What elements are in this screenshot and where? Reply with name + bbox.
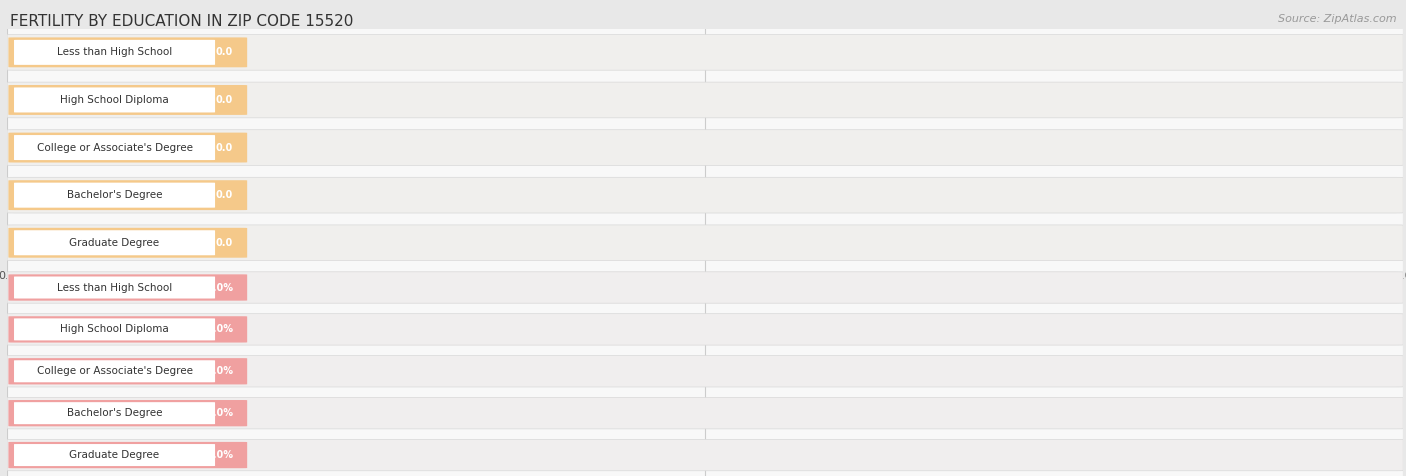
Text: College or Associate's Degree: College or Associate's Degree (37, 142, 193, 153)
Text: 0.0: 0.0 (217, 47, 233, 58)
FancyBboxPatch shape (7, 225, 1403, 261)
Text: 0.0: 0.0 (217, 95, 233, 105)
Text: Bachelor's Degree: Bachelor's Degree (66, 190, 162, 200)
FancyBboxPatch shape (8, 316, 247, 343)
FancyBboxPatch shape (8, 133, 247, 162)
FancyBboxPatch shape (14, 402, 215, 424)
FancyBboxPatch shape (8, 85, 247, 115)
Text: Graduate Degree: Graduate Degree (69, 238, 160, 248)
Text: Graduate Degree: Graduate Degree (69, 450, 160, 460)
FancyBboxPatch shape (14, 88, 215, 112)
FancyBboxPatch shape (8, 180, 247, 210)
FancyBboxPatch shape (7, 35, 1403, 70)
FancyBboxPatch shape (14, 135, 215, 160)
Text: 0.0%: 0.0% (207, 282, 233, 293)
FancyBboxPatch shape (8, 400, 247, 426)
FancyBboxPatch shape (7, 178, 1403, 213)
FancyBboxPatch shape (7, 356, 1403, 387)
Text: College or Associate's Degree: College or Associate's Degree (37, 366, 193, 377)
FancyBboxPatch shape (7, 82, 1403, 118)
Text: Source: ZipAtlas.com: Source: ZipAtlas.com (1278, 14, 1396, 24)
FancyBboxPatch shape (7, 272, 1403, 303)
FancyBboxPatch shape (8, 274, 247, 301)
FancyBboxPatch shape (8, 38, 247, 67)
Text: 0.0: 0.0 (217, 238, 233, 248)
FancyBboxPatch shape (14, 360, 215, 382)
FancyBboxPatch shape (14, 230, 215, 255)
FancyBboxPatch shape (7, 129, 1403, 165)
Text: 0.0%: 0.0% (207, 324, 233, 335)
Text: 0.0: 0.0 (217, 142, 233, 153)
Text: High School Diploma: High School Diploma (60, 95, 169, 105)
Text: 0.0%: 0.0% (207, 366, 233, 377)
Text: 0.0: 0.0 (217, 190, 233, 200)
FancyBboxPatch shape (14, 444, 215, 466)
Text: Bachelor's Degree: Bachelor's Degree (66, 408, 162, 418)
Text: 0.0%: 0.0% (207, 450, 233, 460)
FancyBboxPatch shape (14, 318, 215, 340)
FancyBboxPatch shape (8, 442, 247, 468)
FancyBboxPatch shape (14, 183, 215, 208)
FancyBboxPatch shape (7, 439, 1403, 471)
Text: 0.0%: 0.0% (207, 408, 233, 418)
FancyBboxPatch shape (8, 228, 247, 258)
FancyBboxPatch shape (14, 277, 215, 298)
FancyBboxPatch shape (14, 40, 215, 65)
FancyBboxPatch shape (8, 358, 247, 385)
FancyBboxPatch shape (7, 314, 1403, 345)
Text: Less than High School: Less than High School (56, 47, 172, 58)
FancyBboxPatch shape (7, 397, 1403, 429)
Text: High School Diploma: High School Diploma (60, 324, 169, 335)
Text: FERTILITY BY EDUCATION IN ZIP CODE 15520: FERTILITY BY EDUCATION IN ZIP CODE 15520 (10, 14, 353, 30)
Text: Less than High School: Less than High School (56, 282, 172, 293)
